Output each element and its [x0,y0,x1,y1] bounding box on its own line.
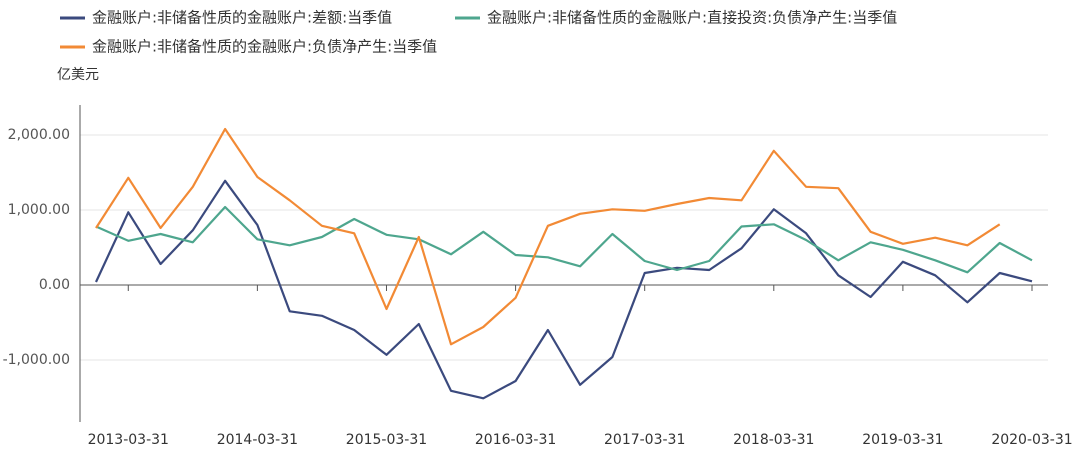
y-tick-label: -1,000.00 [3,352,70,368]
legend-label: 金融账户:非储备性质的金融账户:差额:当季值 [92,9,392,27]
x-tick-label: 2016-03-31 [475,432,556,448]
series-line [95,179,1033,400]
x-tick-label: 2019-03-31 [862,432,943,448]
x-tick-label: 2018-03-31 [733,432,814,448]
y-axis-unit: 亿美元 [57,67,99,83]
x-tick-label: 2015-03-31 [346,432,427,448]
legend-label: 金融账户:非储备性质的金融账户:负债净产生:当季值 [92,38,437,56]
x-tick-label: 2017-03-31 [604,432,685,448]
x-tick-label: 2014-03-31 [217,432,298,448]
y-tick-label: 0.00 [39,277,70,293]
y-tick-label: 2,000.00 [8,127,70,143]
legend-label: 金融账户:非储备性质的金融账户:直接投资:负债净产生:当季值 [487,9,897,27]
x-tick-label: 2013-03-31 [88,432,169,448]
x-tick-label: 2020-03-31 [991,432,1072,448]
series-line [95,127,1001,346]
series-line [95,205,1033,274]
y-tick-label: 1,000.00 [8,202,70,218]
